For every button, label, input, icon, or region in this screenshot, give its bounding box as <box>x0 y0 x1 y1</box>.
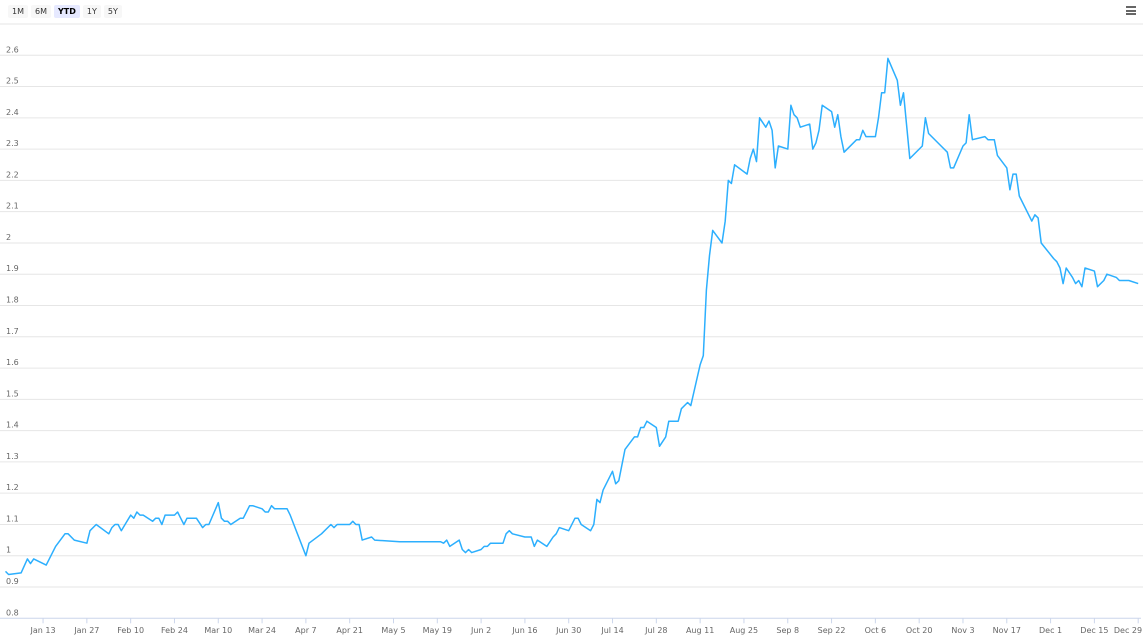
hamburger-menu-icon[interactable] <box>1126 6 1136 15</box>
y-tick-label: 2.5 <box>6 77 19 86</box>
y-tick-label: 2.6 <box>6 45 19 54</box>
x-tick-label: Nov 17 <box>993 626 1021 635</box>
y-tick-label: 2.2 <box>6 170 19 179</box>
y-tick-label: 1.6 <box>6 358 19 367</box>
range-button-1m[interactable]: 1M <box>8 5 28 18</box>
y-tick-label: 1.2 <box>6 483 19 492</box>
x-tick-label: Aug 11 <box>686 626 714 635</box>
x-tick-label: Nov 3 <box>951 626 974 635</box>
y-tick-label: 0.8 <box>6 608 19 617</box>
y-tick-label: 1.1 <box>6 514 19 523</box>
y-tick-label: 2.1 <box>6 202 19 211</box>
y-tick-label: 1.4 <box>6 421 19 430</box>
x-tick-label: Jun 30 <box>555 626 581 635</box>
y-tick-label: 1.3 <box>6 452 19 461</box>
x-tick-label: Oct 20 <box>906 626 933 635</box>
x-tick-label: Mar 24 <box>248 626 276 635</box>
y-tick-label: 0.9 <box>6 577 19 586</box>
x-tick-label: Jan 13 <box>30 626 56 635</box>
x-tick-label: Feb 10 <box>117 626 144 635</box>
grid-lines <box>0 23 1143 588</box>
range-button-5y[interactable]: 5Y <box>103 5 122 18</box>
y-tick-label: 1.8 <box>6 296 19 305</box>
x-tick-label: Dec 29 <box>1114 626 1142 635</box>
x-tick-label: Jan 27 <box>73 626 99 635</box>
x-tick-label: Jun 2 <box>470 626 491 635</box>
y-axis: 0.8 0.9 1 1.1 1.2 1.3 1.4 1.5 1.6 1.7 1.8 1.9 2 2.1 2.… <box>6 45 19 617</box>
x-tick-label: Apr 7 <box>295 626 316 635</box>
x-axis: Jan 13 Jan 27 Feb 10 Feb 24 Mar 10 Mar 24 Apr … <box>0 617 1142 635</box>
range-button-ytd[interactable]: YTD <box>54 5 80 18</box>
y-tick-label: 2.3 <box>6 139 19 148</box>
x-tick-label: Jul 14 <box>600 626 623 635</box>
y-tick-label: 1.9 <box>6 264 19 273</box>
x-tick-label: Dec 1 <box>1039 626 1062 635</box>
x-tick-label: Aug 25 <box>730 626 758 635</box>
x-tick-label: Sep 8 <box>776 626 799 635</box>
range-button-6m[interactable]: 6M <box>31 5 51 18</box>
y-tick-label: 1.5 <box>6 389 19 398</box>
y-tick-label: 2.4 <box>6 108 19 117</box>
x-tick-label: May 19 <box>423 626 452 635</box>
x-tick-label: Sep 22 <box>818 626 846 635</box>
x-tick-label: May 5 <box>381 626 405 635</box>
y-tick-label: 1 <box>6 546 11 555</box>
range-selector: 1M 6M YTD 1Y 5Y <box>8 5 122 18</box>
x-tick-label: Apr 21 <box>336 626 363 635</box>
x-tick-label: Mar 10 <box>204 626 232 635</box>
y-tick-label: 1.7 <box>6 327 19 336</box>
x-tick-label: Feb 24 <box>161 626 188 635</box>
x-tick-label: Dec 15 <box>1080 626 1108 635</box>
x-tick-label: Jun 16 <box>511 626 537 635</box>
series-line <box>4 57 1139 576</box>
x-tick-label: Jul 28 <box>644 626 667 635</box>
range-button-1y[interactable]: 1Y <box>82 5 101 18</box>
y-tick-label: 2 <box>6 233 11 242</box>
x-tick-label: Oct 6 <box>865 626 886 635</box>
series <box>4 57 1139 576</box>
